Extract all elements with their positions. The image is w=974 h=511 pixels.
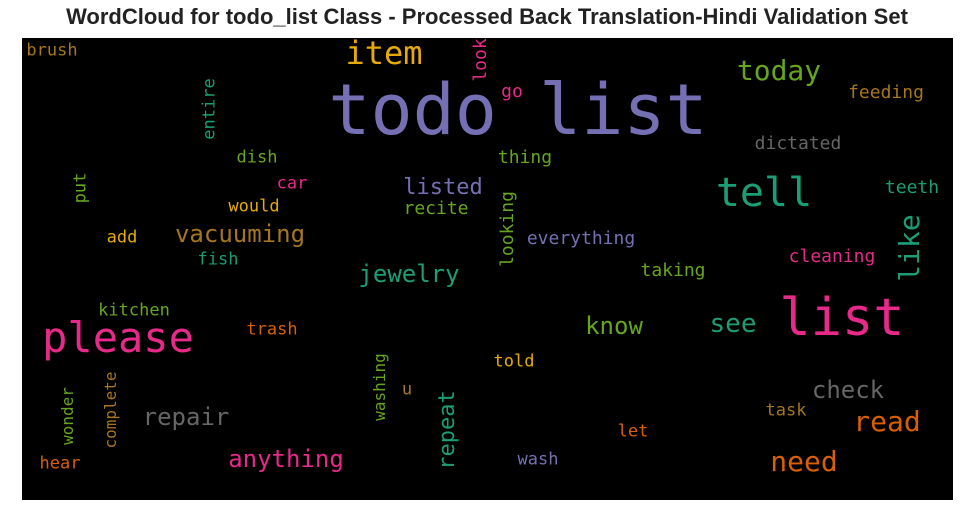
- word-need: need: [770, 445, 838, 478]
- word-let: let: [617, 421, 649, 442]
- word-dish: dish: [236, 147, 278, 168]
- word-todo-list: todo list: [328, 69, 708, 151]
- word-item: item: [345, 38, 423, 72]
- word-complete: complete: [101, 371, 120, 449]
- word-go: go: [501, 81, 523, 102]
- word-know: know: [585, 312, 643, 340]
- word-repair: repair: [142, 403, 230, 431]
- word-trash: trash: [246, 319, 298, 340]
- word-teeth: teeth: [884, 177, 940, 198]
- chart-title: WordCloud for todo_list Class - Processe…: [66, 4, 908, 29]
- word-vacuuming: vacuuming: [174, 220, 306, 248]
- word-feeding: feeding: [848, 82, 924, 103]
- word-wash: wash: [517, 449, 559, 470]
- word-anything: anything: [228, 445, 344, 473]
- word-repeat: repeat: [435, 390, 460, 470]
- word-recite: recite: [403, 198, 469, 219]
- word-u: u: [401, 379, 413, 400]
- word-thing: thing: [497, 147, 553, 168]
- word-fish: fish: [197, 249, 239, 270]
- word-read: read: [853, 405, 921, 438]
- word-jewelry: jewelry: [358, 260, 460, 288]
- word-everything: everything: [526, 228, 636, 249]
- word-see: see: [709, 309, 757, 339]
- wordcloud-canvas: todo list list please tell item today need read…: [22, 38, 953, 500]
- word-kitchen: kitchen: [98, 300, 170, 321]
- word-today: today: [736, 54, 822, 87]
- word-wonder: wonder: [58, 387, 77, 445]
- word-listed: listed: [403, 175, 483, 200]
- word-entire: entire: [199, 78, 220, 140]
- word-tell: tell: [715, 170, 813, 216]
- word-add: add: [106, 227, 138, 248]
- word-taking: taking: [640, 260, 706, 281]
- word-washing: washing: [370, 353, 389, 421]
- word-list: list: [779, 288, 905, 348]
- word-like: like: [893, 214, 926, 282]
- word-hear: hear: [39, 453, 81, 474]
- word-looking: looking: [497, 191, 518, 267]
- word-cleaning: cleaning: [788, 246, 876, 267]
- word-check: check: [811, 376, 885, 404]
- word-please: please: [42, 313, 194, 362]
- word-look: look: [470, 38, 491, 82]
- word-task: task: [765, 400, 807, 421]
- word-car: car: [276, 173, 308, 194]
- word-would: would: [228, 196, 280, 217]
- word-dictated: dictated: [754, 133, 842, 154]
- word-put: put: [70, 172, 91, 204]
- word-told: told: [493, 351, 535, 372]
- word-brush: brush: [26, 40, 78, 61]
